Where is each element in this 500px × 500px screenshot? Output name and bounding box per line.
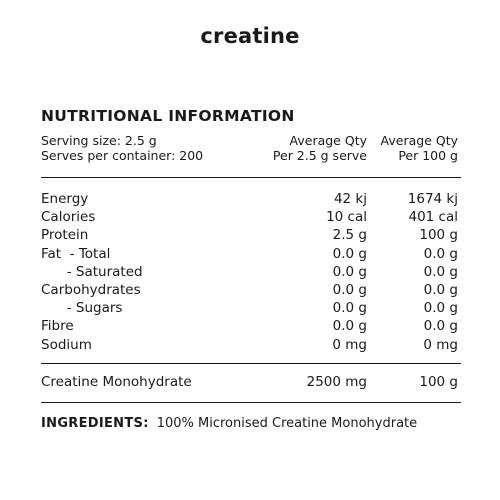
nutrient-table: Energy 42 kj 1674 kj Calories 10 cal 401… — [41, 190, 461, 354]
nutrient-per-serve: 10 cal — [326, 209, 367, 226]
serving-info: Serving size: 2.5 g Average Qty Average … — [41, 133, 461, 163]
nutrient-name: Sodium — [41, 336, 92, 353]
nutrient-row-carbohydrates: Carbohydrates 0.0 g 0.0 g — [41, 281, 461, 299]
nutrient-name: Protein — [41, 227, 89, 244]
col-header-100g-line2: Per 100 g — [398, 148, 458, 163]
nutrient-name: Fibre — [41, 318, 74, 335]
nutrient-row-sugars: - Sugars 0.0 g 0.0 g — [41, 299, 461, 317]
nutrient-per-100g: 0.0 g — [423, 318, 458, 335]
ingredients-line: INGREDIENTS: 100% Micronised Creatine Mon… — [41, 416, 461, 431]
col-header-serve-line2: Per 2.5 g serve — [272, 148, 367, 163]
nutrient-per-100g: 0.0 g — [423, 263, 458, 280]
divider-top — [41, 177, 461, 178]
nutrient-per-serve: 2500 mg — [306, 374, 367, 390]
nutrient-per-100g: 1674 kj — [407, 191, 458, 207]
divider-middle — [41, 363, 461, 364]
nutrient-per-serve: 0.0 g — [332, 318, 367, 335]
creatine-section: Creatine Monohydrate 2500 mg 100 g — [41, 373, 461, 391]
brand-title: creatine — [200, 24, 300, 48]
nutrient-name: - Saturated — [41, 263, 143, 280]
nutrient-row-fibre: Fibre 0.0 g 0.0 g — [41, 317, 461, 335]
nutrient-per-100g: 0.0 g — [423, 245, 458, 262]
nutrient-row-calories: Calories 10 cal 401 cal — [41, 208, 461, 226]
serving-row-1: Serving size: 2.5 g Average Qty Average … — [41, 133, 461, 148]
serves-per-container: Serves per container: 200 — [41, 148, 204, 163]
nutrient-per-serve: 0.0 g — [332, 300, 367, 317]
nutrient-name: Creatine Monohydrate — [41, 374, 192, 390]
col-header-serve-line1: Average Qty — [289, 133, 367, 148]
nutrition-heading: NUTRITIONAL INFORMATION — [41, 107, 295, 125]
ingredients-text: 100% Micronised Creatine Monohydrate — [156, 416, 418, 431]
nutrient-name: Calories — [41, 209, 96, 226]
nutrient-name: Fat - Total — [41, 245, 111, 262]
nutrient-name: - Sugars — [41, 300, 123, 317]
nutrient-per-serve: 0.0 g — [332, 263, 367, 280]
nutrient-per-100g: 100 g — [419, 374, 458, 390]
nutrient-per-serve: 42 kj — [333, 191, 367, 207]
nutrient-row-energy: Energy 42 kj 1674 kj — [41, 190, 461, 208]
serving-size: Serving size: 2.5 g — [41, 133, 157, 148]
nutrient-per-100g: 0 mg — [423, 336, 458, 353]
col-header-100g-line1: Average Qty — [380, 133, 458, 148]
nutrient-name: Energy — [41, 191, 89, 207]
nutrient-per-100g: 401 cal — [408, 209, 458, 226]
nutrient-name: Carbohydrates — [41, 281, 141, 298]
nutrient-row-fat-total: Fat - Total 0.0 g 0.0 g — [41, 245, 461, 263]
ingredients-label: INGREDIENTS: — [41, 416, 149, 431]
divider-bottom — [41, 402, 461, 403]
nutrient-per-serve: 0.0 g — [332, 281, 367, 298]
nutrient-row-creatine: Creatine Monohydrate 2500 mg 100 g — [41, 373, 461, 391]
nutrient-per-serve: 0 mg — [332, 336, 367, 353]
nutrient-per-serve: 0.0 g — [332, 245, 367, 262]
nutrient-per-serve: 2.5 g — [332, 227, 367, 244]
nutrient-row-sodium: Sodium 0 mg 0 mg — [41, 336, 461, 354]
serving-row-2: Serves per container: 200 Per 2.5 g serv… — [41, 148, 461, 163]
nutrient-per-100g: 100 g — [419, 227, 458, 244]
nutrient-row-fat-saturated: - Saturated 0.0 g 0.0 g — [41, 263, 461, 281]
nutrient-per-100g: 0.0 g — [423, 300, 458, 317]
nutrient-row-protein: Protein 2.5 g 100 g — [41, 226, 461, 244]
nutrient-per-100g: 0.0 g — [423, 281, 458, 298]
